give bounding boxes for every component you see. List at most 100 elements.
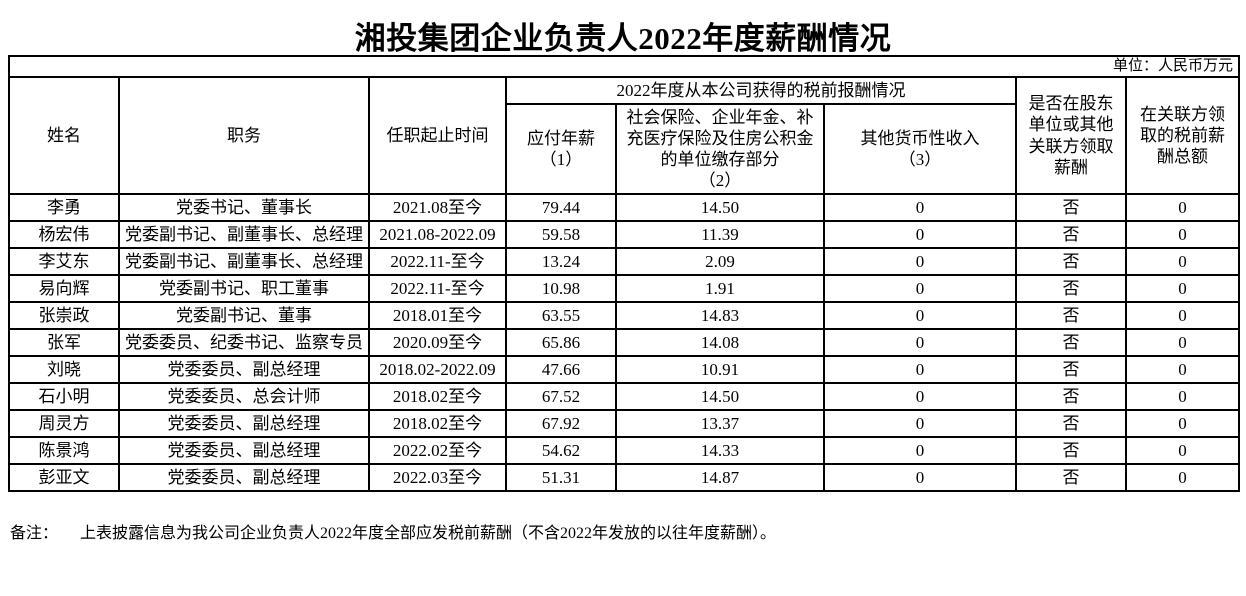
cell-term: 2020.09至今 [368,328,507,357]
cell-social-insurance: 14.83 [615,301,825,330]
cell-related-party-total: 0 [1124,274,1241,303]
cell-name: 李勇 [8,193,120,222]
cell-other-income: 0 [823,463,1017,492]
footnote: 备注： 上表披露信息为我公司企业负责人2022年度全部应发税前薪酬（不含2022年… [10,519,1246,543]
cell-position: 党委委员、副总经理 [118,355,370,384]
cell-term: 2022.02至今 [368,436,507,465]
cell-related-party-flag: 否 [1015,409,1127,438]
cell-social-insurance: 11.39 [615,220,825,249]
table-row: 刘晓 党委委员、副总经理 2018.02-2022.09 47.66 10.91… [8,355,1241,384]
cell-annual-salary: 59.58 [505,220,617,249]
cell-social-insurance: 14.50 [615,193,825,222]
footnote-text: 上表披露信息为我公司企业负责人2022年度全部应发税前薪酬（不含2022年发放的… [80,525,777,542]
cell-other-income: 0 [823,301,1017,330]
cell-annual-salary: 54.62 [505,436,617,465]
cell-social-insurance: 14.87 [615,463,825,492]
cell-related-party-flag: 否 [1015,463,1127,492]
cell-related-party-total: 0 [1124,220,1241,249]
cell-related-party-flag: 否 [1015,355,1127,384]
cell-related-party-flag: 否 [1015,328,1127,357]
cell-name: 张军 [8,328,120,357]
cell-other-income: 0 [823,382,1017,411]
cell-annual-salary: 65.86 [505,328,617,357]
header-row-2: 应付年薪 （1） 社会保险、企业年金、补 充医疗保险及住房公积金 的单位缴存部分… [9,103,1239,195]
table-row: 杨宏伟 党委副书记、副董事长、总经理 2021.08-2022.09 59.58… [8,220,1241,249]
cell-term: 2022.11-至今 [368,274,507,303]
cell-related-party-total: 0 [1124,301,1241,330]
cell-other-income: 0 [823,193,1017,222]
cell-position: 党委委员、副总经理 [118,436,370,465]
table-row: 张崇政 党委副书记、董事 2018.01至今 63.55 14.83 0 否 0 [8,301,1241,330]
cell-related-party-total: 0 [1124,328,1241,357]
cell-name: 易向辉 [8,274,120,303]
cell-name: 周灵方 [8,409,120,438]
table-row: 周灵方 党委委员、副总经理 2018.02至今 67.92 13.37 0 否 … [8,409,1241,438]
cell-other-income: 0 [823,220,1017,249]
cell-term: 2021.08-2022.09 [368,220,507,249]
table-row: 陈景鸿 党委委员、副总经理 2022.02至今 54.62 14.33 0 否 … [8,436,1241,465]
cell-position: 党委副书记、董事 [118,301,370,330]
cell-position: 党委委员、纪委书记、监察专员 [118,328,370,357]
cell-social-insurance: 13.37 [615,409,825,438]
table-row: 石小明 党委委员、总会计师 2018.02至今 67.52 14.50 0 否 … [8,382,1241,411]
cell-social-insurance: 1.91 [615,274,825,303]
cell-related-party-total: 0 [1124,193,1241,222]
cell-related-party-flag: 否 [1015,220,1127,249]
cell-annual-salary: 10.98 [505,274,617,303]
cell-other-income: 0 [823,247,1017,276]
cell-social-insurance: 10.91 [615,355,825,384]
cell-annual-salary: 13.24 [505,247,617,276]
cell-social-insurance: 2.09 [615,247,825,276]
cell-term: 2018.01至今 [368,301,507,330]
unit-note-row: 单位：人民币万元 [7,55,1241,78]
header-name: 姓名 [8,76,120,195]
cell-related-party-total: 0 [1124,382,1241,411]
cell-other-income: 0 [823,436,1017,465]
cell-term: 2022.03至今 [368,463,507,492]
cell-annual-salary: 67.92 [505,409,617,438]
cell-related-party-flag: 否 [1015,301,1127,330]
header-row-1: 姓名 职务 任职起止时间 2022年度从本公司获得的税前报酬情况 是否在股东 单… [8,76,1241,195]
cell-annual-salary: 67.52 [505,382,617,411]
cell-term: 2018.02至今 [368,382,507,411]
cell-annual-salary: 51.31 [505,463,617,492]
cell-related-party-flag: 否 [1015,193,1127,222]
cell-related-party-total: 0 [1124,409,1241,438]
cell-social-insurance: 14.50 [615,382,825,411]
header-annual-salary: 应付年薪 （1） [505,103,617,195]
cell-annual-salary: 47.66 [505,355,617,384]
table-row: 李勇 党委书记、董事长 2021.08至今 79.44 14.50 0 否 0 [8,193,1241,222]
table-row: 易向辉 党委副书记、职工董事 2022.11-至今 10.98 1.91 0 否… [8,274,1241,303]
cell-position: 党委委员、副总经理 [118,409,370,438]
cell-position: 党委委员、总会计师 [118,382,370,411]
cell-related-party-flag: 否 [1015,382,1127,411]
salary-table: 单位：人民币万元 姓名 职务 任职起止时间 2022年度从本公司获得的税前报酬情… [7,55,1241,492]
table-row: 彭亚文 党委委员、副总经理 2022.03至今 51.31 14.87 0 否 … [8,463,1241,492]
cell-related-party-flag: 否 [1015,247,1127,276]
cell-name: 石小明 [8,382,120,411]
header-social-insurance: 社会保险、企业年金、补 充医疗保险及住房公积金 的单位缴存部分 （2） [615,103,825,195]
cell-social-insurance: 14.08 [615,328,825,357]
cell-name: 李艾东 [8,247,120,276]
cell-annual-salary: 63.55 [505,301,617,330]
cell-related-party-flag: 否 [1015,436,1127,465]
cell-related-party-total: 0 [1124,355,1241,384]
cell-position: 党委副书记、副董事长、总经理 [118,220,370,249]
cell-term: 2018.02至今 [368,409,507,438]
footnote-label: 备注： [10,525,59,542]
page-title: 湘投集团企业负责人2022年度薪酬情况 [354,21,892,56]
table-row: 张军 党委委员、纪委书记、监察专员 2020.09至今 65.86 14.08 … [8,328,1241,357]
cell-social-insurance: 14.33 [615,436,825,465]
header-position: 职务 [118,76,370,195]
cell-term: 2021.08至今 [368,193,507,222]
cell-other-income: 0 [823,328,1017,357]
cell-position: 党委副书记、副董事长、总经理 [118,247,370,276]
header-compensation-group: 2022年度从本公司获得的税前报酬情况 [505,76,1017,105]
cell-term: 2022.11-至今 [368,247,507,276]
cell-name: 彭亚文 [8,463,120,492]
header-other-income: 其他货币性收入 （3） [823,103,1017,195]
header-term: 任职起止时间 [368,76,507,195]
cell-related-party-total: 0 [1124,463,1241,492]
cell-related-party-total: 0 [1124,247,1241,276]
cell-position: 党委书记、董事长 [118,193,370,222]
